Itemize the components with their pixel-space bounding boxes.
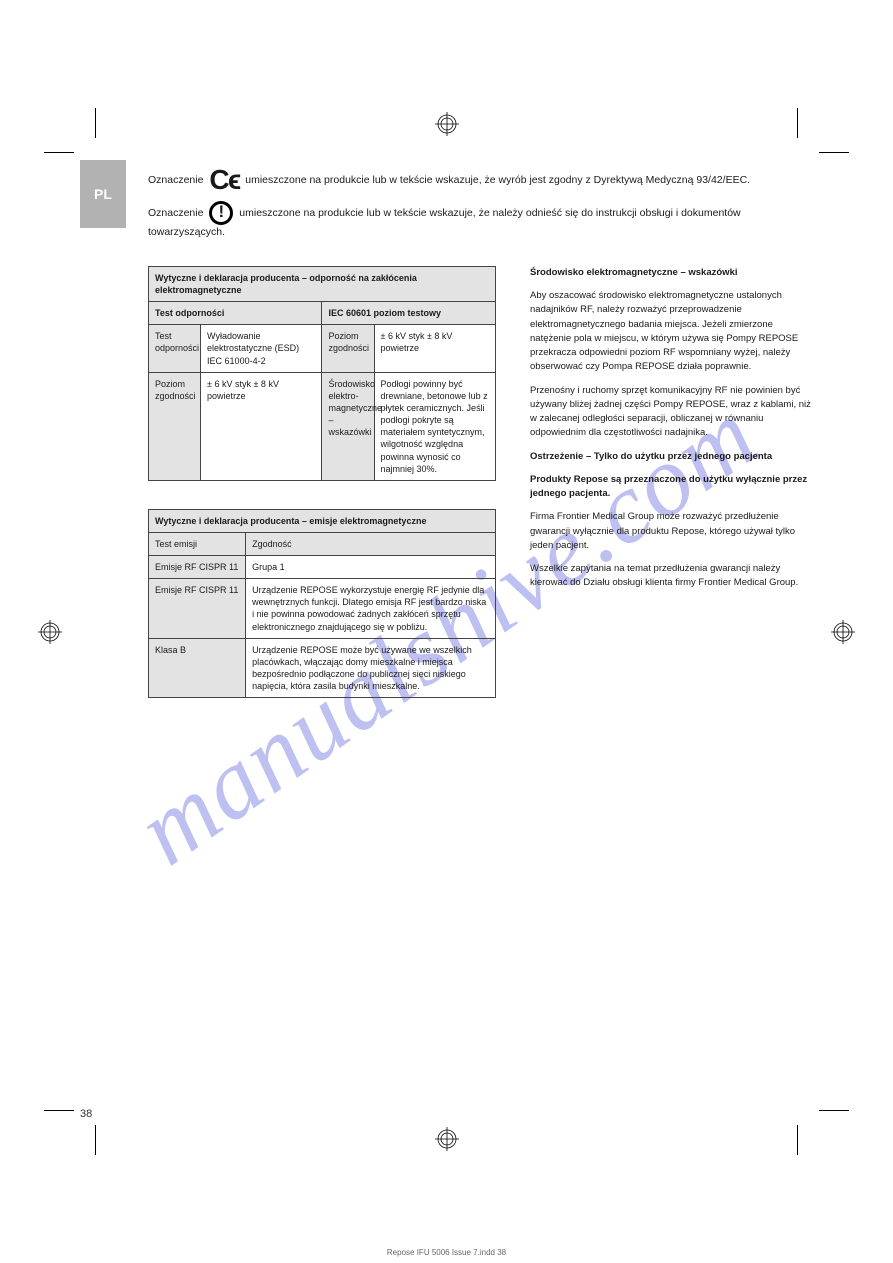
table1-sub-left: Test odporności: [149, 302, 322, 325]
table-cell: ± 6 kV styk ± 8 kV powietrze: [374, 325, 495, 372]
right-p1: Środowisko elektromagnetyczne – wskazówk…: [530, 267, 738, 278]
crop-mark: [44, 1110, 74, 1111]
table-cell: Klasa B: [149, 638, 246, 698]
crop-mark: [95, 1125, 96, 1155]
table-cell: Emisje RF CISPR 11: [149, 556, 246, 579]
right-p2: Aby oszacować środowisko elektromagnetyc…: [530, 289, 813, 375]
ce-mark-icon: C ϵ: [209, 160, 239, 201]
table-cell: Grupa 1: [246, 556, 496, 579]
page-content: PL Oznaczenie C ϵ umieszczone na produkc…: [80, 160, 813, 1100]
table-cell: Test odporności: [149, 325, 201, 372]
table2-h2: Zgodność: [246, 532, 496, 555]
right-p5: Produkty Repose są przeznaczone do użytk…: [530, 474, 807, 499]
crop-mark: [95, 108, 96, 138]
crop-mark: [797, 108, 798, 138]
caution-icon: !: [209, 201, 233, 225]
table-cell: Urządzenie REPOSE wykorzystuje energię R…: [246, 579, 496, 639]
text-column: Środowisko elektromagnetyczne – wskazówk…: [530, 266, 813, 600]
header-line1-pre: Oznaczenie: [148, 174, 203, 186]
crop-mark: [819, 1110, 849, 1111]
table-cell: Wyładowanie elektrostatyczne (ESD) IEC 6…: [201, 325, 322, 372]
registration-mark-icon: [435, 112, 459, 136]
table1-title: Wytyczne i deklaracja producenta – odpor…: [149, 266, 496, 301]
content-columns: Wytyczne i deklaracja producenta – odpor…: [80, 266, 813, 727]
header-line2-pre: Oznaczenie: [148, 206, 203, 218]
registration-mark-icon: [38, 620, 62, 644]
right-p4: Ostrzeżenie – Tylko do użytku przez jedn…: [530, 451, 772, 462]
footer-text: Repose IFU 5006 Issue 7.indd 38: [387, 1248, 506, 1257]
registration-mark-icon: [831, 620, 855, 644]
crop-mark: [44, 152, 74, 153]
table-cell: Podłogi powinny być drewniane, betonowe …: [374, 372, 495, 480]
emissions-table: Wytyczne i deklaracja producenta – emisj…: [148, 509, 496, 699]
table-cell: Urządzenie REPOSE może być używane we ws…: [246, 638, 496, 698]
header-line2-post: umieszczone na produkcie lub w tekście w…: [148, 206, 741, 237]
table-cell: Środowisko elektro-magnetyczne – wskazów…: [322, 372, 374, 480]
table2-h1: Test emisji: [149, 532, 246, 555]
right-p7: Wszelkie zapytania na temat przedłużenia…: [530, 562, 813, 591]
table-cell: Emisje RF CISPR 11: [149, 579, 246, 639]
table1-sub-right: IEC 60601 poziom testowy: [322, 302, 496, 325]
right-p3: Przenośny i ruchomy sprzęt komunikacyjny…: [530, 384, 813, 441]
table-cell: Poziom zgodności: [149, 372, 201, 480]
table-cell: Poziom zgodności: [322, 325, 374, 372]
crop-mark: [797, 1125, 798, 1155]
crop-mark: [819, 152, 849, 153]
immunity-table: Wytyczne i deklaracja producenta – odpor…: [148, 266, 496, 481]
header-line1-post: umieszczone na produkcie lub w tekście w…: [245, 174, 750, 186]
header-block: PL Oznaczenie C ϵ umieszczone na produkc…: [80, 160, 813, 240]
registration-mark-icon: [435, 1127, 459, 1151]
tables-column: Wytyczne i deklaracja producenta – odpor…: [148, 266, 496, 727]
table-cell: ± 6 kV styk ± 8 kV powietrze: [201, 372, 322, 480]
language-tab: PL: [80, 160, 126, 228]
header-text: Oznaczenie C ϵ umieszczone na produkcie …: [148, 160, 813, 240]
page-number: 38: [80, 1108, 92, 1120]
right-p6: Firma Frontier Medical Group może rozważ…: [530, 510, 813, 553]
table2-title: Wytyczne i deklaracja producenta – emisj…: [149, 509, 496, 532]
